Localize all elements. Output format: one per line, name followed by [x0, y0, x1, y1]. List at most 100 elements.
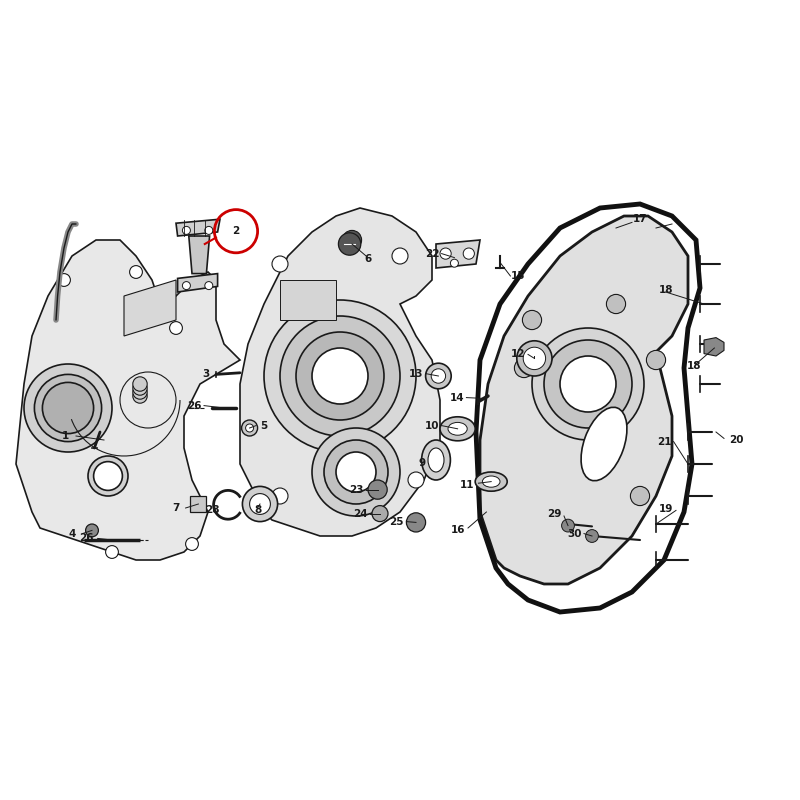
Polygon shape — [16, 240, 240, 560]
Polygon shape — [704, 338, 724, 356]
Circle shape — [522, 310, 542, 330]
Text: 9: 9 — [419, 458, 426, 468]
Ellipse shape — [428, 448, 444, 472]
Text: 15: 15 — [511, 271, 526, 281]
Circle shape — [88, 456, 128, 496]
Circle shape — [646, 350, 666, 370]
Circle shape — [408, 472, 424, 488]
Circle shape — [523, 347, 546, 370]
Circle shape — [264, 300, 416, 452]
Ellipse shape — [581, 407, 627, 481]
Polygon shape — [189, 236, 210, 274]
Circle shape — [280, 316, 400, 436]
Circle shape — [338, 233, 361, 255]
Circle shape — [34, 374, 102, 442]
Circle shape — [544, 340, 632, 428]
Text: 24: 24 — [353, 509, 367, 518]
Text: 8: 8 — [254, 506, 262, 515]
Circle shape — [406, 513, 426, 532]
Circle shape — [242, 486, 278, 522]
Circle shape — [532, 328, 644, 440]
Circle shape — [431, 369, 446, 383]
Text: 1: 1 — [62, 431, 70, 441]
Text: 25: 25 — [389, 517, 403, 526]
Text: 26: 26 — [187, 401, 202, 410]
Text: 23: 23 — [349, 485, 363, 494]
Text: 17: 17 — [633, 214, 647, 224]
Text: 2: 2 — [232, 226, 240, 236]
Circle shape — [205, 282, 213, 290]
Circle shape — [586, 530, 598, 542]
Polygon shape — [190, 496, 206, 512]
Circle shape — [560, 356, 616, 412]
Circle shape — [606, 294, 626, 314]
Circle shape — [426, 363, 451, 389]
Circle shape — [562, 519, 574, 532]
Ellipse shape — [422, 440, 450, 480]
Ellipse shape — [475, 472, 507, 491]
Circle shape — [514, 358, 534, 378]
Ellipse shape — [448, 422, 467, 435]
Circle shape — [312, 348, 368, 404]
Circle shape — [86, 524, 98, 537]
Circle shape — [372, 506, 388, 522]
Circle shape — [272, 488, 288, 504]
Circle shape — [170, 322, 182, 334]
Text: 19: 19 — [658, 504, 673, 514]
Polygon shape — [124, 280, 176, 336]
Text: 10: 10 — [425, 421, 439, 430]
Text: 20: 20 — [729, 435, 743, 445]
Polygon shape — [240, 208, 440, 536]
Text: 22: 22 — [425, 249, 439, 258]
Circle shape — [630, 486, 650, 506]
Circle shape — [246, 424, 254, 432]
Ellipse shape — [440, 417, 475, 441]
Ellipse shape — [482, 476, 500, 487]
Text: 26: 26 — [79, 534, 94, 543]
Circle shape — [133, 385, 147, 399]
Circle shape — [106, 546, 118, 558]
Polygon shape — [436, 240, 480, 268]
Circle shape — [205, 226, 213, 234]
Polygon shape — [280, 280, 336, 320]
Text: 16: 16 — [451, 525, 466, 534]
Text: 11: 11 — [460, 480, 474, 490]
Circle shape — [336, 452, 376, 492]
Circle shape — [133, 377, 147, 391]
Circle shape — [186, 538, 198, 550]
Circle shape — [133, 381, 147, 395]
Circle shape — [250, 494, 270, 514]
Circle shape — [324, 440, 388, 504]
Circle shape — [133, 389, 147, 403]
Polygon shape — [176, 219, 220, 236]
Circle shape — [130, 266, 142, 278]
Text: 28: 28 — [205, 506, 219, 515]
Text: 18: 18 — [658, 285, 673, 294]
Text: 12: 12 — [511, 350, 526, 359]
Polygon shape — [480, 216, 688, 584]
Circle shape — [342, 230, 362, 250]
Circle shape — [312, 428, 400, 516]
Text: 3: 3 — [202, 369, 210, 378]
Circle shape — [58, 274, 70, 286]
Circle shape — [242, 420, 258, 436]
Circle shape — [182, 282, 190, 290]
Text: 14: 14 — [450, 393, 464, 402]
Circle shape — [440, 248, 451, 259]
Text: 6: 6 — [364, 254, 372, 264]
Text: 5: 5 — [260, 421, 268, 430]
Circle shape — [463, 248, 474, 259]
Text: 21: 21 — [657, 437, 671, 446]
Text: 18: 18 — [687, 361, 702, 370]
Circle shape — [42, 382, 94, 434]
Circle shape — [94, 462, 122, 490]
Polygon shape — [178, 274, 218, 292]
Circle shape — [24, 364, 112, 452]
Text: 30: 30 — [567, 529, 582, 538]
Circle shape — [368, 480, 387, 499]
Circle shape — [182, 226, 190, 234]
Circle shape — [392, 248, 408, 264]
Text: 29: 29 — [547, 510, 562, 519]
Circle shape — [517, 341, 552, 376]
Text: 13: 13 — [409, 369, 423, 378]
